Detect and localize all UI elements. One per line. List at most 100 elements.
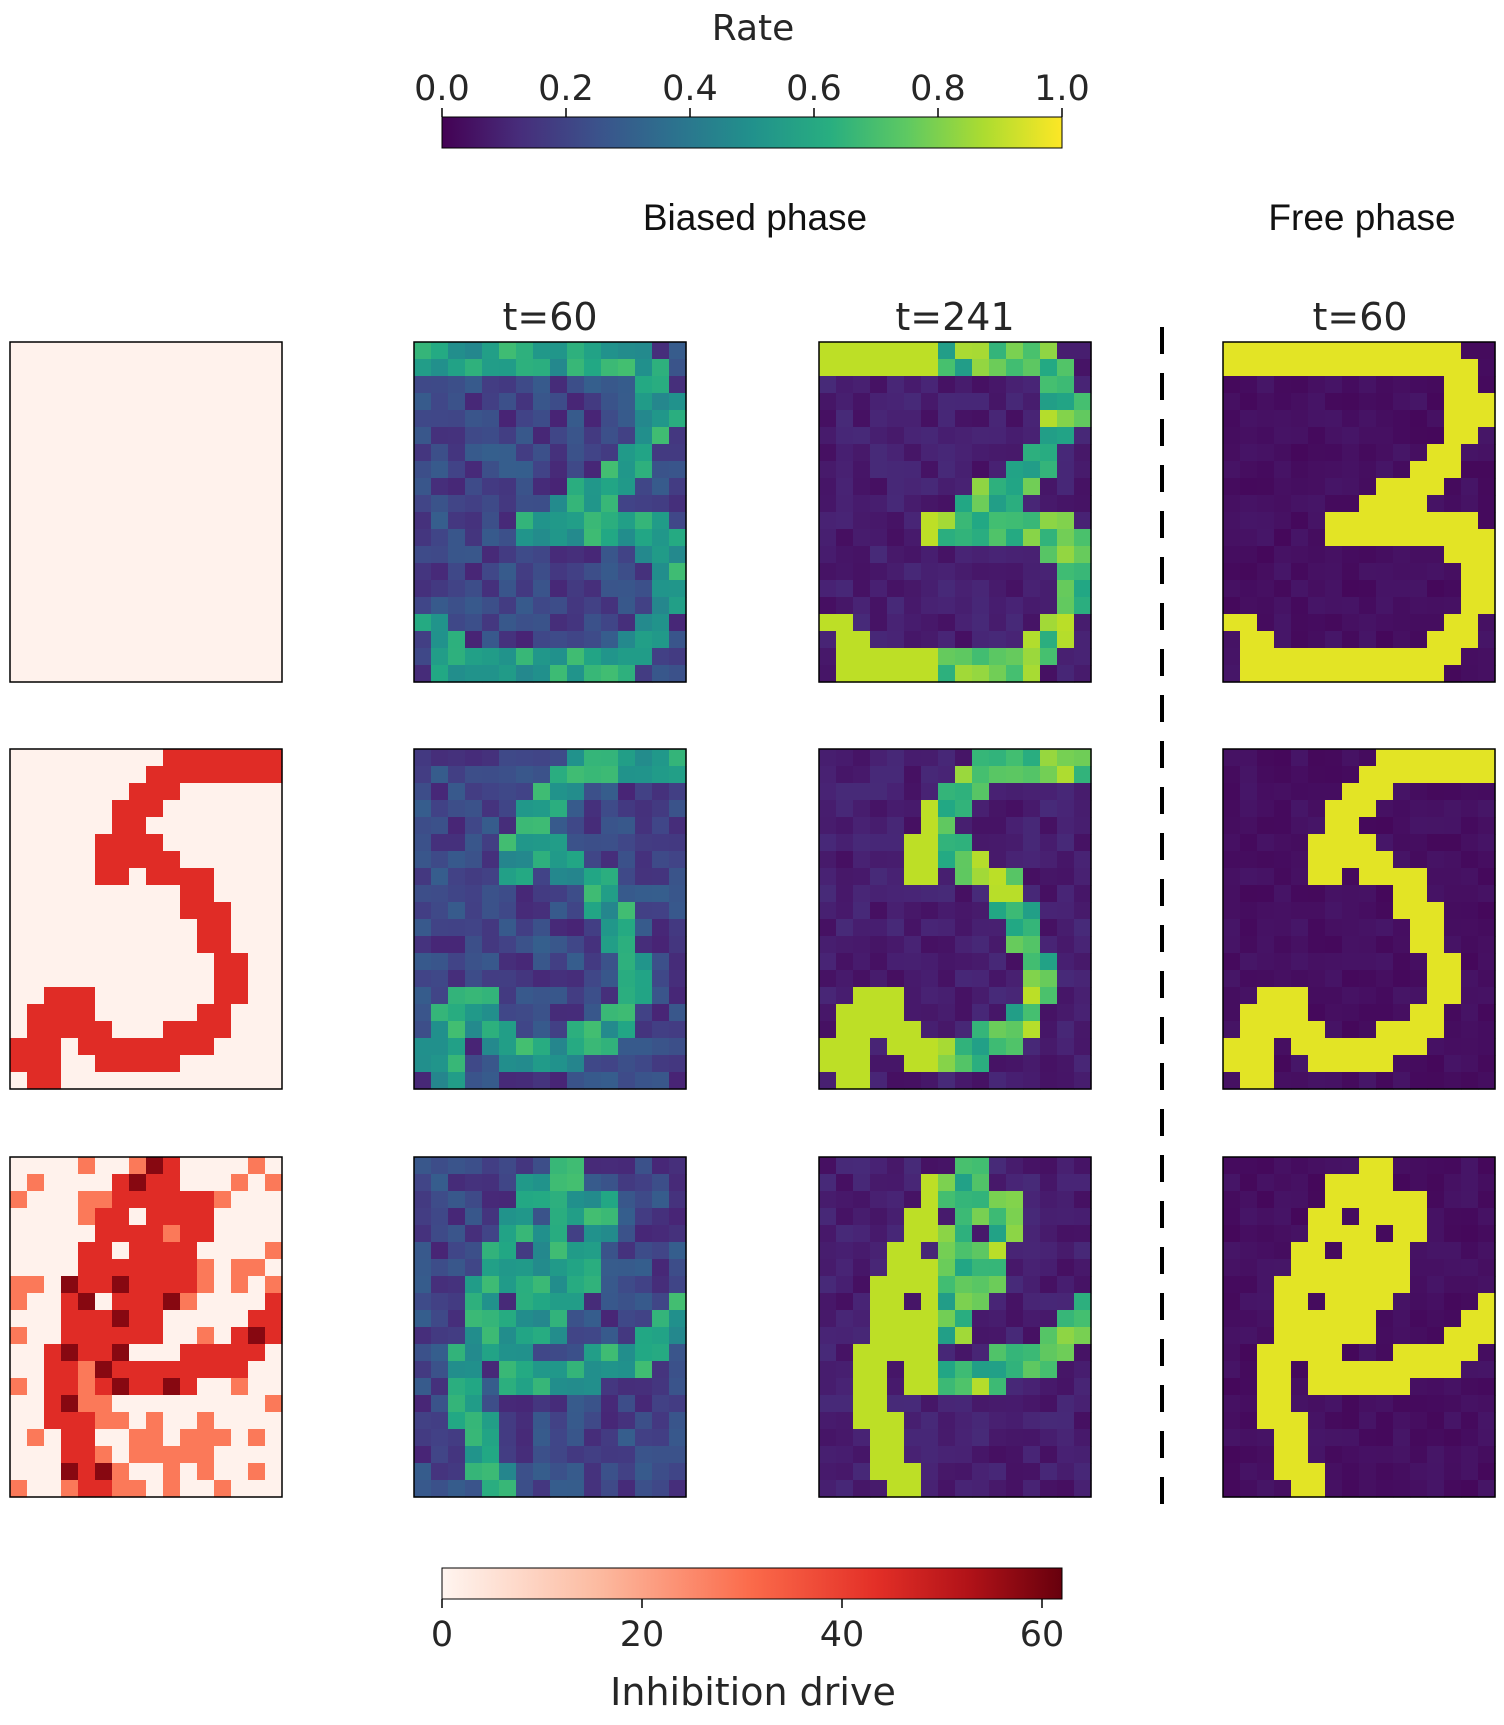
- heatmap-cell: [78, 1225, 96, 1243]
- heatmap-cell: [1478, 766, 1496, 784]
- heatmap-cell: [1057, 1463, 1075, 1481]
- heatmap-cell: [1444, 546, 1462, 564]
- heatmap-cell: [533, 1004, 551, 1022]
- heatmap-cell: [921, 1072, 939, 1090]
- heatmap-cell: [836, 376, 854, 394]
- heatmap-cell: [1376, 1480, 1394, 1498]
- heatmap-cell: [61, 597, 79, 615]
- heatmap-cell: [431, 393, 449, 411]
- heatmap-cell: [465, 529, 483, 547]
- heatmap-cell: [1342, 1174, 1360, 1192]
- heatmap-cell: [1427, 1310, 1445, 1328]
- heatmap-cell: [1240, 648, 1258, 666]
- heatmap-cell: [1393, 766, 1411, 784]
- heatmap-cell: [669, 376, 687, 394]
- heatmap-cell: [129, 1446, 147, 1464]
- heatmap-cell: [1342, 1361, 1360, 1379]
- heatmap-cell: [265, 427, 283, 445]
- heatmap-cell: [819, 1021, 837, 1039]
- heatmap-cell: [265, 1021, 283, 1039]
- heatmap-cell: [938, 919, 956, 937]
- heatmap-cell: [231, 427, 249, 445]
- heatmap-cell: [516, 1378, 534, 1396]
- heatmap-cell: [1023, 1344, 1041, 1362]
- heatmap-cell: [180, 427, 198, 445]
- heatmap-cell: [95, 953, 113, 971]
- heatmap-cell: [870, 563, 888, 581]
- heatmap-cell: [112, 1361, 130, 1379]
- heatmap-cell: [989, 529, 1007, 547]
- heatmap-cell: [870, 1259, 888, 1277]
- heatmap-cell: [248, 1157, 266, 1175]
- heatmap-cell: [1240, 936, 1258, 954]
- heatmap-cell: [533, 631, 551, 649]
- heatmap-cell: [95, 1293, 113, 1311]
- heatmap-cell: [10, 970, 28, 988]
- colorbar-tick-label: 0.2: [538, 69, 594, 109]
- heatmap-cell: [231, 1055, 249, 1073]
- heatmap-cell: [955, 461, 973, 479]
- heatmap-cell: [112, 1055, 130, 1073]
- heatmap-cell: [1257, 936, 1275, 954]
- heatmap-cell: [112, 1242, 130, 1260]
- heatmap-cell: [1274, 512, 1292, 530]
- heatmap-cell: [887, 580, 905, 598]
- heatmap-cell: [1461, 444, 1479, 462]
- heatmap-cell: [1257, 1327, 1275, 1345]
- heatmap-cell: [567, 1463, 585, 1481]
- heatmap-cell: [584, 987, 602, 1005]
- heatmap-cell: [180, 410, 198, 428]
- panel-frame: [818, 341, 1092, 683]
- heatmap-cell: [669, 614, 687, 632]
- heatmap-cell: [989, 512, 1007, 530]
- panel-frame: [9, 1156, 283, 1498]
- heatmap-cell: [1057, 868, 1075, 886]
- heatmap-cell: [1074, 1004, 1092, 1022]
- heatmap-cell: [601, 953, 619, 971]
- heatmap-cell: [938, 563, 956, 581]
- heatmap-cell: [972, 614, 990, 632]
- heatmap-cell: [10, 1004, 28, 1022]
- heatmap-cell: [1325, 1310, 1343, 1328]
- heatmap-cell: [955, 902, 973, 920]
- heatmap-cell: [921, 376, 939, 394]
- heatmap-cell: [431, 410, 449, 428]
- heatmap-cell: [1006, 1072, 1024, 1090]
- heatmap-cell: [955, 1276, 973, 1294]
- heatmap-cell: [972, 970, 990, 988]
- heatmap-cell: [265, 766, 283, 784]
- heatmap-cell: [414, 1276, 432, 1294]
- heatmap-cell: [163, 1055, 181, 1073]
- heatmap-cell: [516, 1038, 534, 1056]
- heatmap-cell: [955, 359, 973, 377]
- heatmap-cell: [1376, 1378, 1394, 1396]
- heatmap-cell: [1257, 902, 1275, 920]
- heatmap-cell: [44, 1242, 62, 1260]
- heatmap-cell: [61, 410, 79, 428]
- heatmap-cell: [27, 546, 45, 564]
- heatmap-cell: [1023, 1191, 1041, 1209]
- heatmap-cell: [1223, 953, 1241, 971]
- heatmap-cell: [618, 1208, 636, 1226]
- heatmap-cell: [1006, 1038, 1024, 1056]
- heatmap-cell: [499, 800, 517, 818]
- heatmap-cell: [197, 1327, 215, 1345]
- heatmap-cell: [27, 749, 45, 767]
- heatmap-cell: [1023, 648, 1041, 666]
- heatmap-cell: [146, 1038, 164, 1056]
- heatmap-cell: [1342, 359, 1360, 377]
- heatmap-cell: [1240, 1344, 1258, 1362]
- heatmap-cell: [1074, 936, 1092, 954]
- heatmap-cell: [853, 342, 871, 360]
- heatmap-cell: [870, 749, 888, 767]
- heatmap-cell: [652, 1174, 670, 1192]
- heatmap-cell: [1342, 546, 1360, 564]
- heatmap-cell: [180, 580, 198, 598]
- heatmap-cell: [1444, 444, 1462, 462]
- heatmap-cell: [635, 597, 653, 615]
- heatmap-cell: [550, 648, 568, 666]
- heatmap-cell: [27, 953, 45, 971]
- heatmap-cell: [1074, 512, 1092, 530]
- heatmap-cell: [499, 1276, 517, 1294]
- heatmap-cell: [431, 563, 449, 581]
